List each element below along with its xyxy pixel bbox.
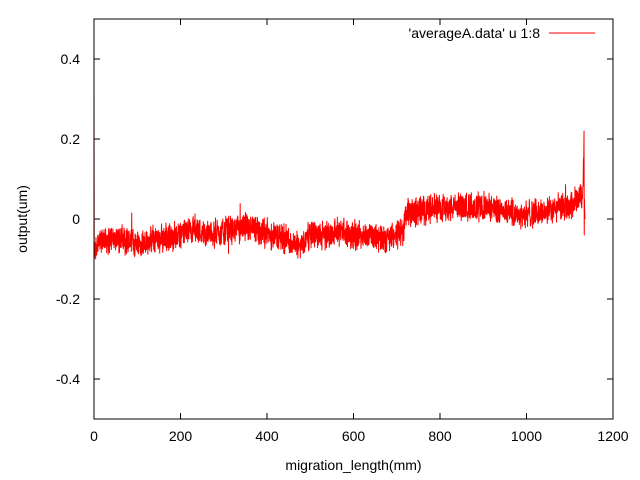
x-tick-label: 200 [169,428,193,444]
legend-entry-label: 'averageA.data' u 1:8 [409,25,541,41]
x-tick-label: 1000 [511,428,542,444]
x-tick-label: 400 [255,428,279,444]
x-tick-label: 600 [342,428,366,444]
legend: 'averageA.data' u 1:8 [409,25,595,41]
y-tick-label: -0.4 [56,371,80,387]
axis-ticks [93,19,614,419]
y-tick-label: 0.4 [61,51,81,67]
x-axis-title: migration_length(mm) [285,457,421,473]
series-line [93,86,586,260]
y-tick-label: 0.2 [61,131,81,147]
x-tick-label: 1200 [597,428,628,444]
y-tick-label: -0.2 [56,291,80,307]
tick-labels: 0 200 400 600 800 1000 1200 -0.4 -0.2 0 0.2 0.4 [56,51,629,444]
x-tick-label: 0 [90,428,98,444]
y-tick-label: 0 [72,211,80,227]
x-tick-label: 800 [428,428,452,444]
y-axis-title: output(um) [14,185,30,253]
